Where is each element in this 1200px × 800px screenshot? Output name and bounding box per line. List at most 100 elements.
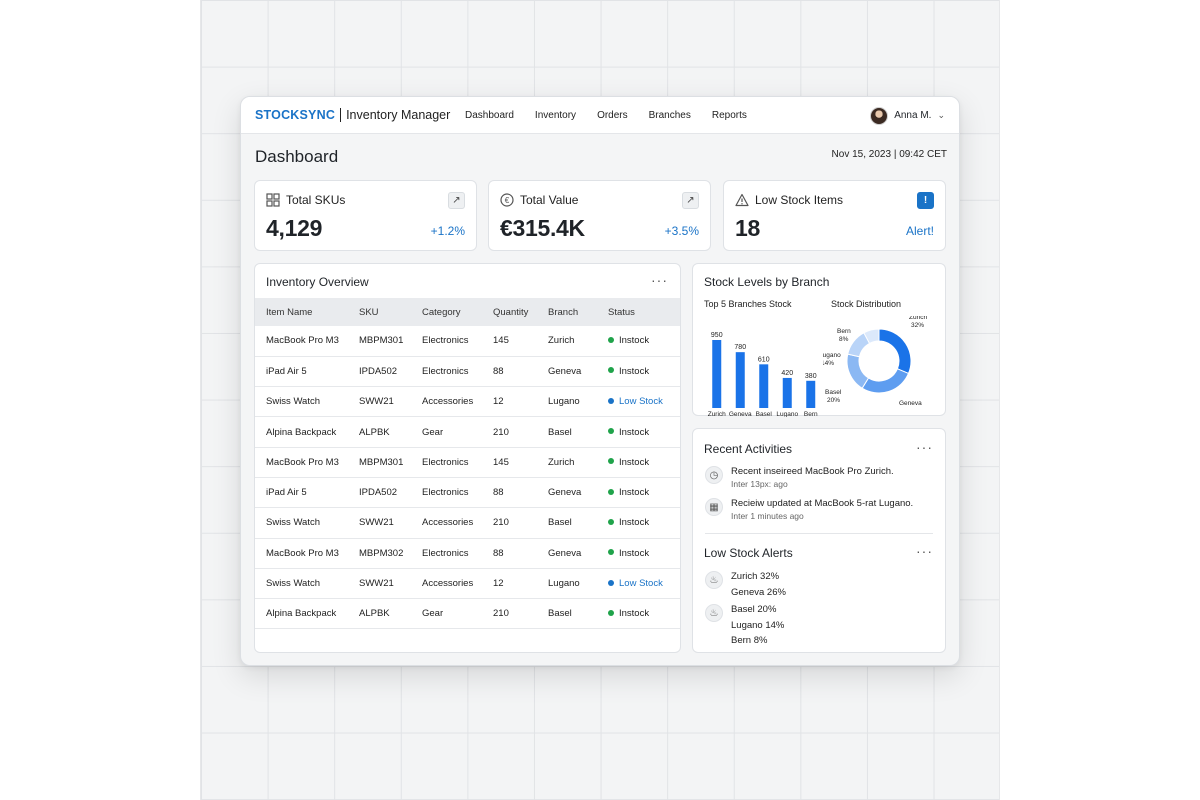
nav-inventory[interactable]: Inventory [534,110,577,121]
more-options-icon[interactable]: ··· [916,439,933,455]
status-dot-icon [608,579,614,586]
status-dot-icon [608,397,614,404]
nav-dashboard[interactable]: Dashboard [465,110,514,121]
status-badge: Instock [597,356,680,386]
page-title: Dashboard [255,147,339,166]
table-row[interactable]: Alpina Backpack ALPBK Gear 210 Basel Instock [255,417,680,448]
nav-branches[interactable]: Branches [648,110,691,121]
brand-logo[interactable]: STOCKSYNC [255,108,336,122]
cell-branch: Basel [548,426,572,438]
status-label: Instock [619,487,650,499]
x-tick-label: Basel [756,411,773,417]
donut-slice-zurich[interactable] [878,328,912,375]
table-row[interactable]: MacBook Pro M3 MBPM301 Electronics 145 Zuric… [255,447,680,478]
table-row[interactable]: iPad Air 5 IPDA502 Electronics 88 Geneva Inst… [255,477,680,508]
table-row[interactable]: MacBook Pro M3 MBPM302 Electronics 88 Geneva… [255,538,680,569]
cell-sku: SWW21 [359,578,394,590]
activity-item[interactable]: ◷ Recent inseireed MacBook Pro Zurich. I… [705,465,894,490]
slice-value-label: 32% [911,322,924,329]
activity-time: Inter 1 minutes ago [731,511,804,521]
cell-sku: ALPBK [359,426,390,438]
bar-bern[interactable] [806,380,816,408]
kpi-card-total-skus[interactable]: Total SKUs 4,129 +1.2% ↗ [254,180,477,251]
status-label: Instock [619,365,650,377]
donut-chart: Zurich32%Geneva28%Basel20%Lugano14%Bern8… [823,316,927,406]
alert-line: Zurich 32% [731,571,780,582]
table-row[interactable]: iPad Air 5 IPDA502 Electronics 88 Geneva Inst… [255,356,680,387]
donut-slice-basel[interactable] [846,353,870,389]
cell-sku: MBPM302 [359,547,404,559]
bar-value-label: 950 [711,332,723,339]
activity-text: Recent inseireed MacBook Pro Zurich. [731,465,894,478]
section-title: Inventory Overview [266,275,369,289]
kpi-value: 18 [735,215,760,241]
inventory-table: Item Name SKU Category Quantity Branch S… [255,298,680,629]
alert-item[interactable]: ♨ Zurich 32% Geneva 26% [705,569,786,600]
status-badge: Instock [597,477,680,507]
slice-value-label: 20% [827,397,840,404]
column-header[interactable]: Quantity [493,306,529,318]
cell-item: iPad Air 5 [266,365,307,377]
alert-badge-icon[interactable]: ! [917,192,934,209]
status-badge: Instock [597,538,680,568]
arrow-up-right-icon[interactable]: ↗ [448,192,465,209]
more-options-icon[interactable]: ··· [916,543,933,559]
cell-item: iPad Air 5 [266,487,307,499]
cell-item: Alpina Backpack [266,426,337,438]
table-row[interactable]: Swiss Watch SWW21 Accessories 12 Lugano Low S… [255,387,680,417]
section-title: Stock Levels by Branch [704,275,830,289]
alert-item[interactable]: ♨ Basel 20% Lugano 14% Bern 8% [705,602,784,649]
status-badge: Low Stock [597,387,680,417]
cell-branch: Zurich [548,456,575,468]
nav-orders[interactable]: Orders [597,110,628,121]
status-dot-icon [608,518,614,525]
status-label: Instock [619,456,650,468]
table-row[interactable]: Alpina Backpack ALPBK Gear 210 Basel Instock [255,599,680,629]
column-header[interactable]: Branch [548,306,579,318]
column-header[interactable]: Item Name [266,306,313,318]
nav-reports[interactable]: Reports [711,110,747,121]
user-menu[interactable]: Anna M. ⌄ [870,97,945,134]
table-row[interactable]: MacBook Pro M3 MBPM301 Electronics 145 Zuric… [255,326,680,357]
cell-branch: Geneva [548,487,582,499]
bar-lugano[interactable] [782,377,792,408]
cell-branch: Basel [548,608,572,620]
kpi-label: Low Stock Items [755,193,844,207]
more-options-icon[interactable]: ··· [651,272,668,288]
x-tick-label: Geneva [729,411,752,417]
bar-basel[interactable] [759,364,769,408]
status-dot-icon [608,428,614,435]
bell-icon: ♨ [705,571,723,589]
slice-label: Lugano [823,352,841,359]
column-header[interactable]: SKU [359,306,379,318]
alert-line: Geneva 26% [731,586,786,598]
kpi-card-low-stock[interactable]: Low Stock Items 18 Alert! ! [723,180,946,251]
activity-item[interactable]: ▦ Recieiw updated at MacBook 5-rat Lugan… [705,497,913,522]
bar-zurich[interactable] [712,340,722,408]
euro-icon: € [500,193,514,207]
table-row[interactable]: Swiss Watch SWW21 Accessories 210 Basel Insto… [255,508,680,539]
cell-category: Electronics [422,487,469,499]
kpi-card-total-value[interactable]: € Total Value €315.4K +3.5% ↗ [488,180,711,251]
cell-category: Accessories [422,578,474,590]
donut-slice-bern[interactable] [863,328,880,345]
status-label: Low Stock [619,578,663,590]
kpi-label: Total SKUs [286,193,346,207]
table-row[interactable]: Swiss Watch SWW21 Accessories 12 Lugano Low S… [255,568,680,599]
bar-chart: 950 Zurich 780 Geneva 610 Basel 420 Lugano 380 Be… [708,332,818,417]
status-dot-icon [608,488,614,495]
cell-item: Swiss Watch [266,517,321,529]
cell-category: Electronics [422,335,469,347]
arrow-up-right-icon[interactable]: ↗ [682,192,699,209]
column-header[interactable]: Category [422,306,461,318]
cell-category: Electronics [422,456,469,468]
donut-slice-geneva[interactable] [861,368,910,394]
cell-item: MacBook Pro M3 [266,456,339,468]
cell-item: Swiss Watch [266,396,321,408]
column-header[interactable]: Status [608,306,635,318]
cell-branch: Lugano [548,578,580,590]
slice-label: Zurich [909,316,927,321]
bar-geneva[interactable] [735,352,745,408]
cell-branch: Geneva [548,547,582,559]
calendar-icon: ▦ [705,498,723,516]
